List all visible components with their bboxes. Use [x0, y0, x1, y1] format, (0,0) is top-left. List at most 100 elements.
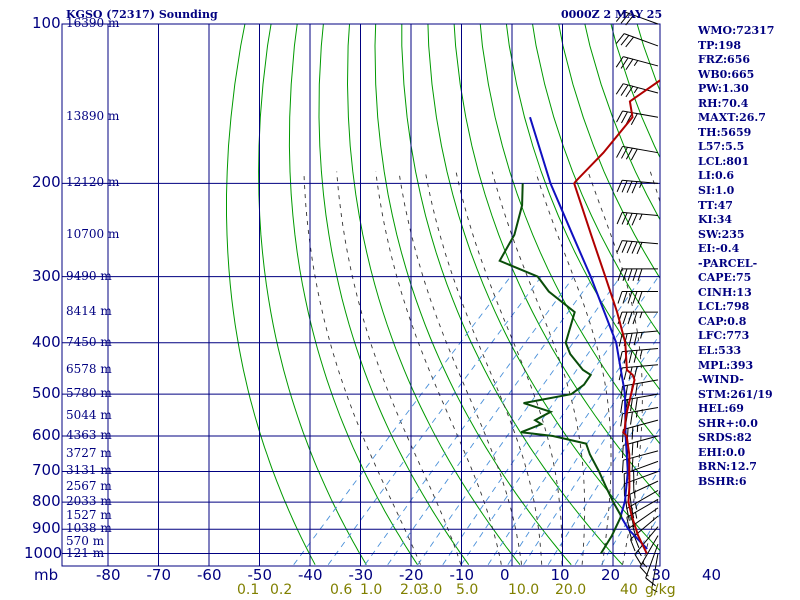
- wind-barb: [615, 33, 659, 48]
- index-item: KI:34: [698, 213, 733, 227]
- wind-barb: [615, 11, 659, 26]
- pressure-tick-label: 300: [32, 266, 61, 285]
- index-item: MPL:393: [698, 358, 754, 372]
- dry-adiabat: [258, 24, 367, 565]
- mixing-ratio-label: 40: [620, 582, 638, 598]
- dry-adiabat: [505, 24, 660, 391]
- height-label: 6578 m: [66, 361, 112, 376]
- dry-adiabat: [318, 24, 470, 565]
- dewpoint-line: [498, 183, 623, 555]
- mixing-ratio-label: 2.0: [400, 582, 423, 598]
- mixing-ratio-line: [487, 307, 660, 565]
- pressure-tick-label: 100: [32, 14, 61, 32]
- height-label: 7450 m: [66, 334, 112, 349]
- index-item: CAPE:75: [698, 271, 752, 285]
- index-item: EI:-0.4: [698, 242, 740, 256]
- mixing-ratio-line: [460, 276, 659, 565]
- dry-adiabat: [226, 24, 316, 565]
- wind-barb: [621, 435, 659, 459]
- pressure-tick-label: 600: [32, 426, 61, 445]
- index-item: -WIND-: [698, 373, 744, 387]
- moist-adiabat: [642, 171, 660, 565]
- dry-adiabat: [558, 24, 660, 280]
- index-item: EHI:0.0: [698, 445, 746, 459]
- mixing-ratio-line: [523, 354, 660, 565]
- mixing-ratio-label: 5.0: [456, 582, 479, 598]
- height-label: 9490 m: [66, 268, 112, 283]
- mixing-ratio-label: 20.0: [555, 582, 587, 598]
- index-item: EL:533: [698, 344, 742, 358]
- wind-barb: [617, 268, 658, 281]
- moist-adiabat: [491, 171, 586, 565]
- dry-adiabat: [427, 24, 660, 552]
- temperature-tick-label: -40: [298, 566, 323, 584]
- temperature-tick-label: -50: [247, 566, 273, 584]
- mixing-ratio-label: 0.6: [330, 582, 353, 598]
- index-item: WB0:665: [698, 67, 755, 81]
- height-label: 121 m: [66, 545, 105, 560]
- index-item: LI:0.6: [698, 169, 735, 183]
- plot-frame: [61, 23, 661, 567]
- wind-barb: [617, 311, 658, 325]
- index-item: RH:70.4: [698, 96, 749, 110]
- pressure-tick-label: 1000: [24, 543, 63, 562]
- index-item: SRDS:82: [698, 431, 752, 445]
- wind-barb: [617, 290, 658, 304]
- temperature-tick-label: -60: [197, 566, 222, 584]
- wind-barb: [621, 419, 659, 443]
- index-item: -PARCEL-: [698, 256, 758, 270]
- index-item: CAP:0.8: [698, 314, 747, 328]
- height-label: 5044 m: [66, 408, 112, 423]
- mixing-ratio-label: 1.0: [360, 582, 383, 598]
- index-item: BRN:12.7: [698, 460, 757, 474]
- temperature-tick-label: 20: [601, 566, 621, 584]
- index-item: TH:5659: [698, 125, 752, 139]
- mixing-ratio-label: 0.2: [270, 582, 293, 598]
- pressure-tick-label: 200: [32, 173, 61, 192]
- indices-panel: WMO:72317 TP:198 FRZ:656 WB0:665 PW:1.30 RH:7…: [698, 24, 774, 490]
- mixing-ratio-label: 10.0: [508, 582, 540, 598]
- mixing-ratio-label: g/kg: [645, 582, 676, 598]
- mixing-ratio-line: [417, 276, 621, 565]
- temperature-tick-label: 10: [550, 566, 570, 584]
- profiles: [498, 79, 660, 555]
- wind-barb: [645, 543, 659, 587]
- pressure-unit-label: mb: [34, 566, 59, 584]
- mixing-ratio-line: [293, 276, 511, 565]
- index-item: HEL:69: [698, 402, 744, 416]
- temperature-tick-label: 30: [651, 566, 671, 584]
- temperature-tick-label: -10: [449, 566, 475, 584]
- temperature-tick-label: -80: [96, 566, 121, 584]
- time-title: 0000Z 2 MAY 25: [561, 8, 663, 21]
- height-label: 1527 m: [66, 508, 112, 523]
- dry-adiabats: [226, 24, 660, 566]
- temperature-tick-label: -70: [146, 566, 172, 584]
- height-label: 3727 m: [66, 446, 112, 461]
- wind-barb: [615, 83, 659, 98]
- height-label: 570 m: [66, 533, 105, 548]
- mixing-ratio-line: [387, 276, 595, 565]
- dry-adiabat: [346, 24, 521, 566]
- height-label: 3131 m: [66, 463, 112, 478]
- index-item: LFC:773: [698, 329, 750, 343]
- mixing-ratio-line: [629, 513, 660, 565]
- index-item: BSHR:6: [698, 474, 747, 488]
- pressure-tick-label: 700: [32, 461, 61, 480]
- mixing-ratio-label: 3.0: [420, 582, 443, 598]
- mixing-ratio-line: [364, 276, 575, 565]
- wind-barb: [639, 535, 659, 577]
- height-label: 5780 m: [66, 386, 112, 401]
- wind-barb: [626, 489, 659, 521]
- dry-adiabat: [374, 24, 572, 566]
- temperature-tick-label: 0: [500, 566, 510, 584]
- temperature-tick-label: -20: [399, 566, 424, 584]
- index-item: PW:1.30: [698, 82, 749, 96]
- pressure-tick-label: 400: [32, 332, 61, 351]
- wind-barb: [616, 211, 659, 226]
- wind-barb: [634, 526, 659, 566]
- wind-barb: [620, 379, 659, 399]
- index-item: FRZ:656: [698, 53, 751, 67]
- height-label: 8414 m: [66, 304, 112, 319]
- dry-adiabat: [453, 24, 660, 499]
